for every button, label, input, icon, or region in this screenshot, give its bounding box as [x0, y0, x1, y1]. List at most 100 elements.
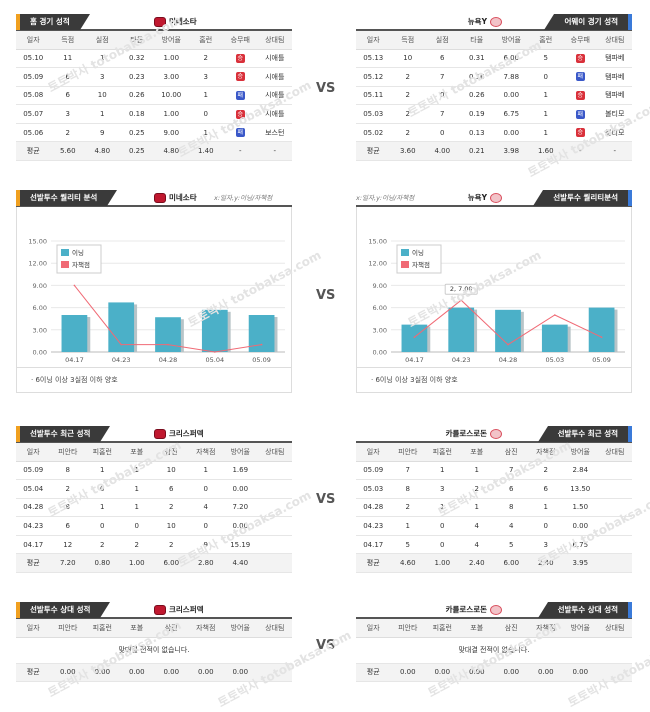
table-cell: 0: [188, 104, 223, 124]
table-cell: 05.08: [16, 86, 51, 106]
average-row: 평균 3.60 4.00 0.21 3.98 1.60- -: [356, 141, 632, 162]
average-cell: 1.00: [119, 553, 154, 574]
column-header: 득점: [50, 31, 85, 50]
result-badge: 패: [575, 72, 585, 82]
earned-runs-point: [460, 299, 462, 301]
table-cell: 3: [50, 104, 85, 124]
average-cell: 2.40: [528, 553, 563, 574]
table-cell: 1: [528, 498, 563, 518]
axis-note: x:일자,y:이닝/자책점: [214, 194, 273, 202]
table-cell: 1.00: [154, 49, 189, 69]
column-header: 포볼: [119, 619, 154, 638]
x-tick-label: 05.04: [205, 356, 224, 364]
average-cell: [597, 663, 632, 683]
table-cell: 2: [50, 123, 85, 143]
table-cell: 탬파베: [597, 67, 632, 87]
average-cell: 0.00: [563, 663, 598, 683]
result-badge: 승: [575, 128, 585, 138]
legend-swatch-earned-runs: [61, 261, 69, 268]
average-cell: 3.98: [494, 141, 529, 162]
x-tick-label: 04.28: [159, 356, 178, 364]
column-header: 상대팀: [597, 443, 632, 462]
section-title: 선발투수 최근 성적: [16, 426, 111, 442]
column-header: 상대팀: [597, 31, 632, 50]
table-cell: 05.13: [356, 49, 391, 69]
table-row: 05.02 2 0 0.13 0.00 1 승 볼티모: [356, 123, 632, 143]
pitcher-quality-panel-right: 선발투수 퀄리티분석 뉴욕Y x:일자,y:이닝/자책점 0.00 3.00 6.0…: [356, 187, 632, 393]
table-cell: 9.00: [154, 123, 189, 143]
table-cell: 9: [188, 535, 223, 555]
table-cell: 10: [154, 461, 189, 481]
legend-swatch-innings: [401, 249, 409, 256]
column-header: 상대팀: [597, 619, 632, 638]
table-cell: 0: [188, 516, 223, 536]
average-cell: -: [563, 141, 598, 162]
table-cell: 2: [528, 461, 563, 481]
column-header: 방어율: [563, 619, 598, 638]
average-row: 평균 4.60 1.00 2.40 6.00 2.40 3.95: [356, 553, 632, 574]
table-cell: 04.23: [356, 516, 391, 536]
table-cell: 1: [528, 86, 563, 106]
chart-note: · 6이닝 이상 3실점 이하 양호: [16, 368, 292, 393]
table-cell: 1: [390, 516, 425, 536]
table-cell: 승: [563, 86, 598, 106]
y-tick-label: 9.00: [373, 282, 387, 290]
table-cell: 05.02: [356, 123, 391, 143]
table-cell: 04.28: [16, 498, 51, 518]
column-header: 자책점: [188, 619, 223, 638]
vs-label: VS: [316, 81, 336, 96]
table-cell: 2: [459, 479, 494, 499]
table-cell: 1: [188, 86, 223, 106]
table-cell: [257, 535, 292, 555]
column-header: 상대팀: [257, 31, 292, 50]
table-cell: [257, 516, 292, 536]
table-cell: 10: [390, 49, 425, 69]
average-cell: [257, 553, 292, 574]
table-cell: 1: [85, 104, 120, 124]
table-cell: 05.03: [356, 479, 391, 499]
table-cell: 05.07: [16, 104, 51, 124]
table-cell: 10: [154, 516, 189, 536]
table-cell: 0.18: [119, 104, 154, 124]
quality-chart: 0.00 3.00 6.00 9.00 12.00 15.00 04.17 04.23 04.2…: [16, 207, 292, 368]
axis-note: x:일자,y:이닝/자책점: [356, 194, 415, 202]
empty-message: 맞대결 전적이 없습니다.: [356, 637, 632, 664]
column-header: 삼진: [494, 443, 529, 462]
column-header: 피홈런: [425, 619, 460, 638]
table-cell: 8: [390, 479, 425, 499]
column-header: 자책점: [528, 443, 563, 462]
table-cell: 2: [390, 498, 425, 518]
pitcher-quality-header: 선발투수 퀄리티분석 뉴욕Y x:일자,y:이닝/자책점: [356, 187, 632, 207]
tooltip-label: 2, 7.00: [450, 285, 473, 293]
header-row: 일자 피안타 피홈런 포볼 삼진 자책점 방어율 상대팀: [356, 619, 632, 638]
table-row: 05.09 8 1 1 10 1 1.69: [16, 461, 292, 481]
table-cell: 0.00: [563, 516, 598, 536]
table-cell: 05.10: [16, 49, 51, 69]
table-cell: 2: [154, 535, 189, 555]
column-header: 피안타: [390, 619, 425, 638]
section-title: 선발투수 최근 성적: [537, 426, 632, 442]
table-cell: 7: [390, 461, 425, 481]
column-header: 홈런: [528, 31, 563, 50]
table-cell: 0: [528, 516, 563, 536]
team-name: 미네소타: [154, 16, 197, 28]
column-header: 피안타: [50, 443, 85, 462]
average-cell: 0.00: [528, 663, 563, 683]
average-cell: 0.00: [390, 663, 425, 683]
table-cell: 04.17: [356, 535, 391, 555]
table-row: 05.09 6 3 0.23 3.00 3 승 시애틀: [16, 67, 292, 87]
pitcher-quality-header: 선발투수 퀄리티 분석 미네소타 x:일자,y:이닝/자책점: [16, 187, 292, 207]
y-tick-label: 3.00: [373, 326, 387, 334]
innings-bar: [588, 307, 615, 352]
innings-bar: [61, 315, 88, 352]
empty-row: 맞대결 전적이 없습니다.: [356, 637, 632, 664]
vs-label: VS: [316, 492, 336, 507]
table-row: 04.28 2 1 1 8 1 1.50: [356, 498, 632, 518]
average-cell: 3.60: [390, 141, 425, 162]
column-header: 피홈런: [85, 619, 120, 638]
table-cell: [597, 461, 632, 481]
pitcher-vs-header: 선발투수 상대 성적 크리스퍼덱: [16, 599, 292, 619]
table-cell: 7.20: [223, 498, 258, 518]
average-cell: 0.80: [85, 553, 120, 574]
table-cell: 패: [563, 104, 598, 124]
